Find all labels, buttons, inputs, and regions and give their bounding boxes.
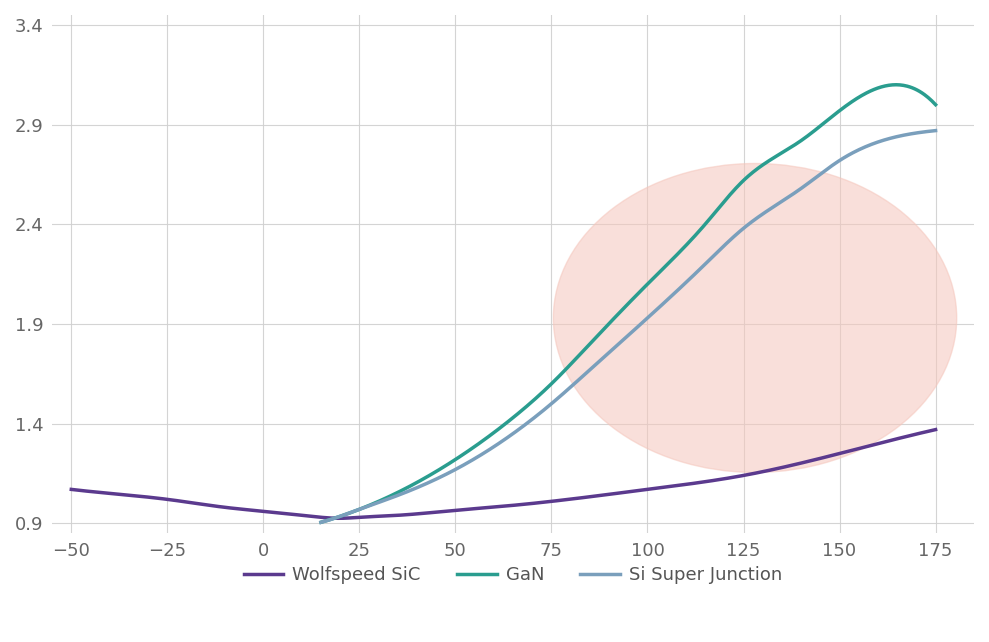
- Si Super Junction: [915, 128, 927, 136]
- Wolfspeed SiC: [930, 426, 942, 433]
- Line: Wolfspeed SiC: Wolfspeed SiC: [71, 429, 936, 518]
- GaN: [890, 81, 902, 89]
- Wolfspeed SiC: [535, 499, 547, 507]
- Ellipse shape: [554, 164, 956, 473]
- GaN: [648, 274, 660, 282]
- Wolfspeed SiC: [65, 485, 77, 493]
- Wolfspeed SiC: [483, 503, 494, 511]
- GaN: [819, 119, 831, 126]
- GaN: [680, 241, 692, 248]
- Si Super Junction: [648, 309, 660, 317]
- GaN: [916, 89, 928, 97]
- GaN: [930, 101, 942, 108]
- GaN: [610, 312, 622, 320]
- Line: Si Super Junction: Si Super Junction: [321, 130, 936, 523]
- Si Super Junction: [610, 342, 622, 350]
- Wolfspeed SiC: [582, 493, 593, 501]
- GaN: [607, 316, 619, 324]
- GaN: [315, 519, 327, 526]
- Wolfspeed SiC: [478, 504, 490, 512]
- Wolfspeed SiC: [911, 430, 923, 438]
- Legend: Wolfspeed SiC, GaN, Si Super Junction: Wolfspeed SiC, GaN, Si Super Junction: [236, 559, 789, 591]
- Si Super Junction: [607, 345, 619, 353]
- Si Super Junction: [680, 278, 692, 286]
- Si Super Junction: [315, 519, 327, 526]
- Line: GaN: GaN: [321, 85, 936, 523]
- Si Super Junction: [819, 167, 831, 175]
- Si Super Junction: [930, 126, 942, 134]
- Wolfspeed SiC: [334, 514, 346, 522]
- Wolfspeed SiC: [775, 464, 787, 471]
